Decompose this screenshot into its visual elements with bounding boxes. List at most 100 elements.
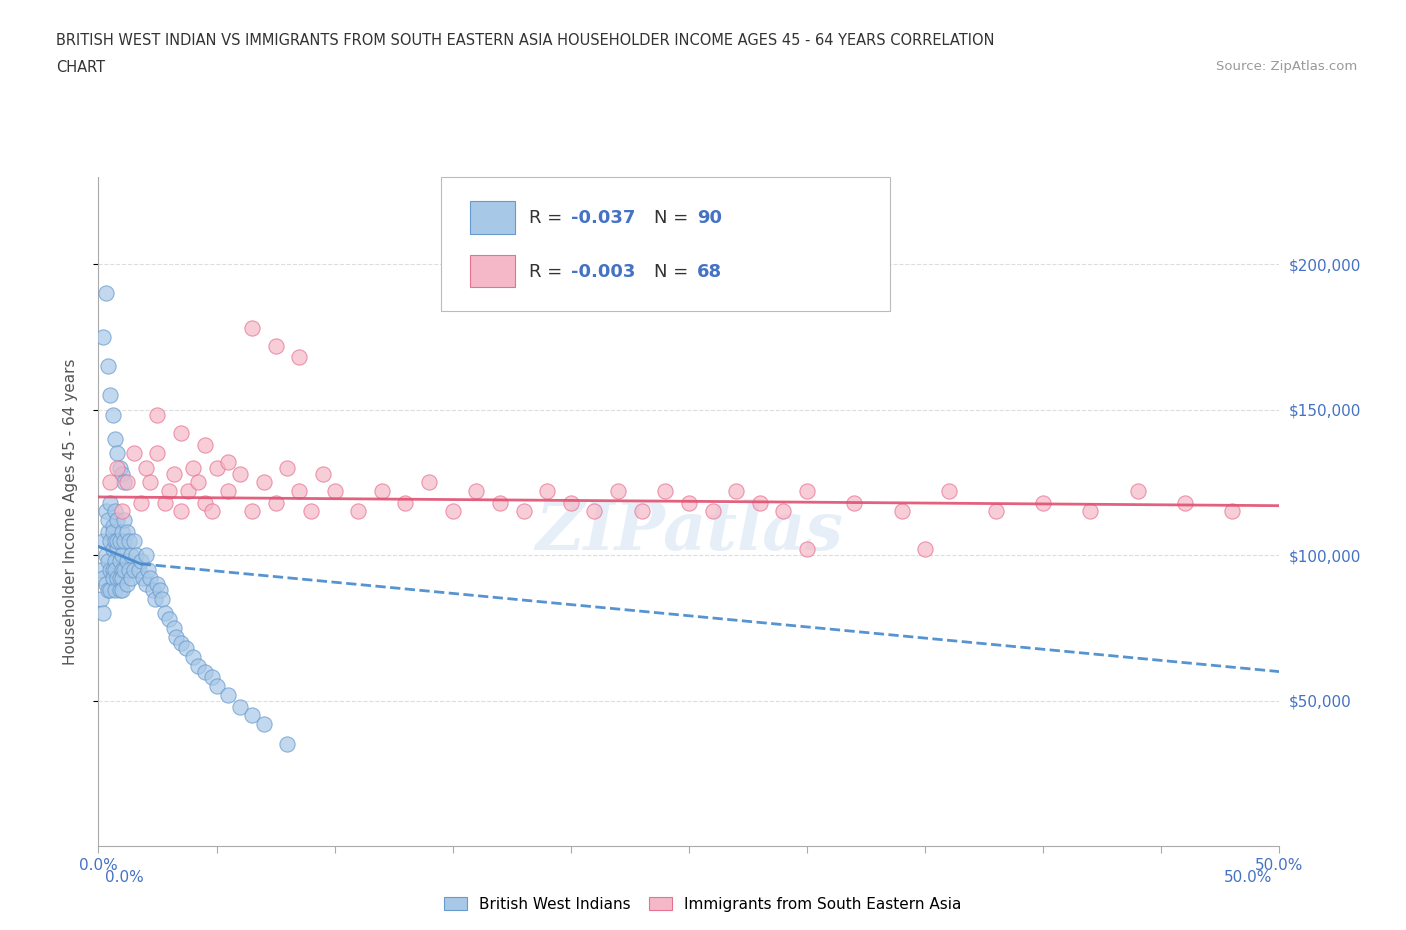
Point — [512, 504, 534, 519]
FancyBboxPatch shape — [441, 177, 890, 311]
Point — [143, 591, 166, 606]
Point — [702, 504, 724, 519]
Point — [153, 606, 176, 621]
Point — [94, 286, 117, 300]
Point — [97, 553, 120, 568]
Point — [115, 525, 138, 539]
Point — [112, 563, 135, 578]
Point — [101, 519, 124, 534]
Point — [132, 571, 155, 586]
Point — [91, 329, 114, 344]
Point — [111, 563, 134, 578]
Point — [115, 553, 138, 568]
Point — [170, 504, 193, 519]
Point — [97, 525, 120, 539]
Point — [135, 460, 157, 475]
Text: 68: 68 — [697, 263, 723, 281]
Point — [118, 563, 141, 578]
Point — [312, 466, 335, 481]
Point — [276, 737, 298, 751]
Point — [371, 484, 394, 498]
Text: 0.0%: 0.0% — [105, 870, 145, 884]
Text: 90: 90 — [697, 209, 723, 227]
Point — [678, 496, 700, 511]
Point — [108, 533, 131, 548]
Point — [125, 548, 148, 563]
Point — [146, 445, 169, 460]
Point — [630, 504, 652, 519]
Point — [465, 484, 488, 498]
Point — [174, 641, 197, 656]
Point — [98, 475, 121, 490]
Point — [796, 542, 818, 557]
Point — [150, 591, 173, 606]
FancyBboxPatch shape — [471, 255, 516, 287]
Point — [101, 525, 124, 539]
Point — [115, 475, 138, 490]
Point — [394, 496, 416, 511]
Point — [844, 496, 866, 511]
Point — [240, 504, 263, 519]
Point — [201, 670, 224, 684]
Point — [90, 563, 112, 578]
Point — [105, 445, 128, 460]
Point — [253, 717, 276, 732]
Point — [91, 533, 114, 548]
Point — [139, 475, 162, 490]
Point — [418, 475, 440, 490]
Text: CHART: CHART — [56, 60, 105, 75]
Point — [347, 504, 370, 519]
Point — [725, 484, 748, 498]
Point — [142, 583, 165, 598]
Point — [229, 466, 252, 481]
Point — [111, 571, 134, 586]
Text: R =: R = — [530, 263, 568, 281]
Point — [217, 455, 239, 470]
Point — [118, 533, 141, 548]
Point — [98, 388, 121, 403]
Point — [187, 475, 209, 490]
Point — [101, 542, 124, 557]
Point — [229, 699, 252, 714]
Point — [264, 496, 287, 511]
Point — [163, 620, 186, 635]
Point — [157, 484, 180, 498]
Point — [112, 533, 135, 548]
Point — [181, 650, 204, 665]
Point — [129, 553, 152, 568]
Point — [105, 571, 128, 586]
Point — [441, 504, 464, 519]
Point — [101, 563, 124, 578]
Point — [323, 484, 346, 498]
Point — [194, 437, 217, 452]
Point — [97, 583, 120, 598]
Text: ZIPatlas: ZIPatlas — [536, 499, 842, 565]
Point — [240, 321, 263, 336]
Point — [654, 484, 676, 498]
Point — [105, 460, 128, 475]
Text: Source: ZipAtlas.com: Source: ZipAtlas.com — [1216, 60, 1357, 73]
Point — [128, 563, 150, 578]
Point — [108, 460, 131, 475]
Point — [94, 504, 117, 519]
Point — [104, 533, 127, 548]
Point — [157, 612, 180, 627]
Point — [240, 708, 263, 723]
Point — [135, 548, 157, 563]
Point — [205, 679, 228, 694]
Point — [108, 571, 131, 586]
Point — [98, 496, 121, 511]
Point — [122, 445, 145, 460]
Point — [94, 548, 117, 563]
Point — [607, 484, 630, 498]
Point — [205, 460, 228, 475]
Text: R =: R = — [530, 209, 568, 227]
Point — [139, 571, 162, 586]
Point — [984, 504, 1007, 519]
Point — [536, 484, 558, 498]
Point — [1174, 496, 1197, 511]
Point — [1032, 496, 1054, 511]
Point — [194, 496, 217, 511]
Text: N =: N = — [654, 263, 693, 281]
Point — [108, 553, 131, 568]
